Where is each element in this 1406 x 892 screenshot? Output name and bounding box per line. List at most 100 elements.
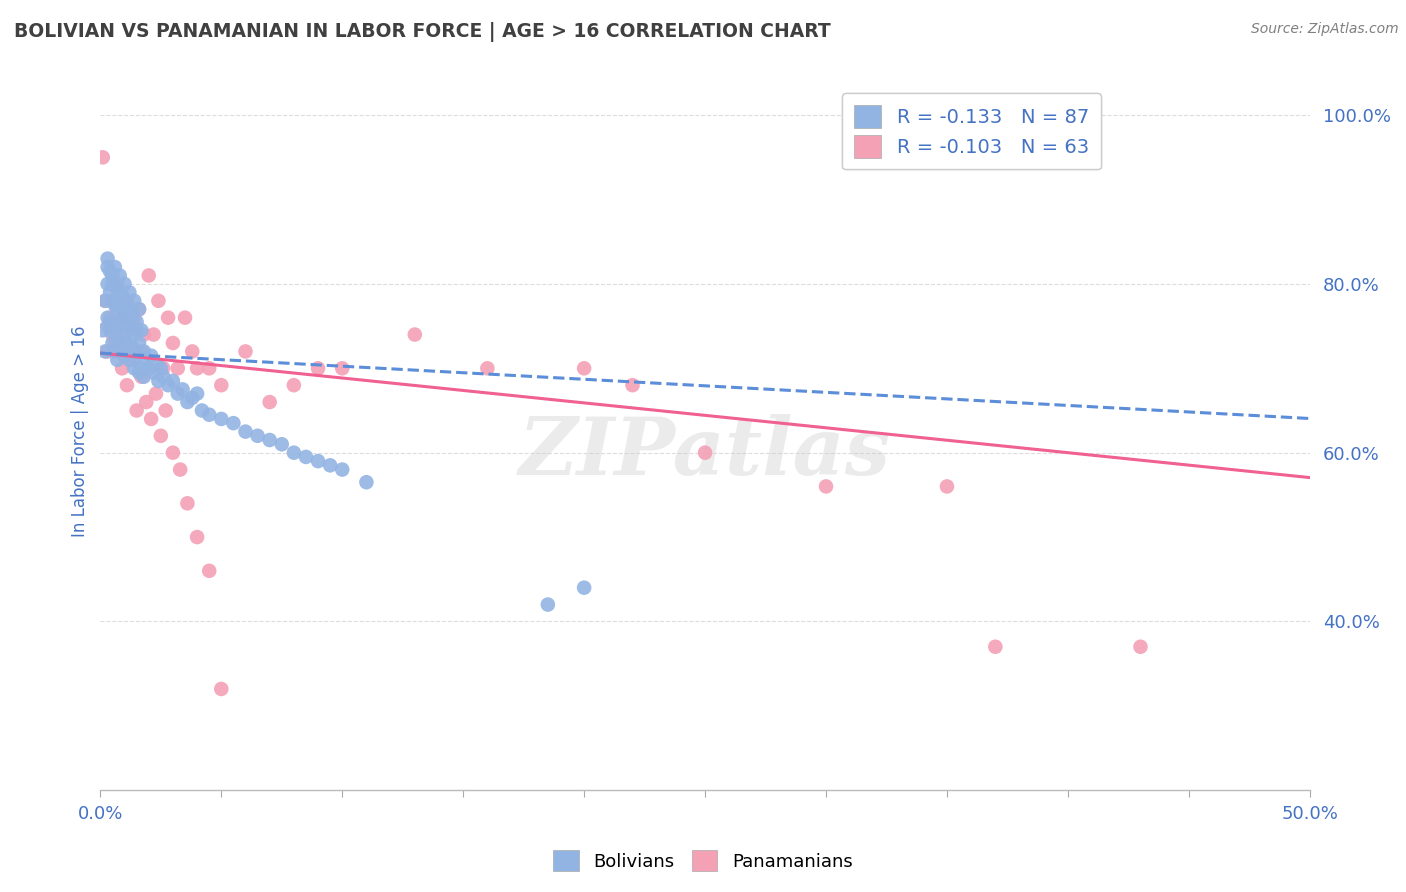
Point <box>141 349 163 363</box>
Point <box>101 319 124 334</box>
Point <box>108 344 131 359</box>
Point <box>270 437 292 451</box>
Y-axis label: In Labor Force | Age > 16: In Labor Force | Age > 16 <box>72 326 89 537</box>
Point <box>1129 640 1152 654</box>
Point <box>138 361 160 376</box>
Point <box>104 336 127 351</box>
Point <box>122 310 145 325</box>
Point <box>142 327 165 342</box>
Point <box>128 302 150 317</box>
Point <box>186 361 208 376</box>
Point <box>111 344 134 359</box>
Point <box>984 640 1007 654</box>
Point <box>94 293 117 308</box>
Point <box>330 361 353 376</box>
Point <box>162 445 184 459</box>
Point <box>174 310 197 325</box>
Point <box>101 327 124 342</box>
Point <box>115 293 138 308</box>
Point <box>621 378 644 392</box>
Point <box>149 429 172 443</box>
Point <box>108 268 131 283</box>
Point <box>111 310 134 325</box>
Point <box>162 374 184 388</box>
Point <box>118 352 141 367</box>
Point <box>104 260 127 274</box>
Point <box>105 327 128 342</box>
Point <box>283 378 305 392</box>
Point <box>145 386 167 401</box>
Point <box>128 366 150 380</box>
Point <box>330 462 353 476</box>
Point <box>97 310 120 325</box>
Point <box>121 315 143 329</box>
Point <box>101 268 124 283</box>
Point <box>128 336 150 351</box>
Point <box>115 298 138 312</box>
Point <box>148 293 170 308</box>
Point <box>145 357 167 371</box>
Text: BOLIVIAN VS PANAMANIAN IN LABOR FORCE | AGE > 16 CORRELATION CHART: BOLIVIAN VS PANAMANIAN IN LABOR FORCE | … <box>14 22 831 42</box>
Point <box>235 344 257 359</box>
Point <box>132 369 155 384</box>
Point <box>98 323 121 337</box>
Point <box>152 369 174 384</box>
Point <box>157 310 180 325</box>
Point <box>131 369 153 384</box>
Point <box>477 361 499 376</box>
Point <box>97 344 120 359</box>
Point <box>105 302 128 317</box>
Point <box>121 352 143 367</box>
Point <box>131 344 153 359</box>
Point <box>118 319 141 334</box>
Point <box>138 268 160 283</box>
Point <box>198 408 221 422</box>
Point <box>162 336 184 351</box>
Point <box>105 281 128 295</box>
Point <box>101 293 124 308</box>
Point <box>97 319 120 334</box>
Point <box>259 433 281 447</box>
Point <box>537 598 560 612</box>
Point <box>135 352 157 367</box>
Point <box>149 361 172 376</box>
Point <box>222 416 245 430</box>
Point <box>121 340 143 354</box>
Point <box>118 285 141 300</box>
Point <box>166 386 188 401</box>
Point <box>191 403 214 417</box>
Point <box>105 277 128 291</box>
Point <box>307 454 329 468</box>
Point <box>115 378 138 392</box>
Point <box>186 386 208 401</box>
Point <box>319 458 342 473</box>
Point <box>572 361 595 376</box>
Point <box>118 319 141 334</box>
Point <box>172 383 194 397</box>
Point <box>114 327 136 342</box>
Point <box>135 395 157 409</box>
Point <box>209 681 232 696</box>
Point <box>97 277 120 291</box>
Point <box>114 277 136 291</box>
Legend: Bolivians, Panamanians: Bolivians, Panamanians <box>546 843 860 879</box>
Legend: R = -0.133   N = 87, R = -0.103   N = 63: R = -0.133 N = 87, R = -0.103 N = 63 <box>842 94 1101 169</box>
Point <box>108 315 131 329</box>
Point <box>125 349 148 363</box>
Point <box>98 315 121 329</box>
Point <box>181 391 204 405</box>
Point <box>98 310 121 325</box>
Point <box>115 310 138 325</box>
Point <box>814 479 837 493</box>
Point <box>98 264 121 278</box>
Point <box>121 306 143 320</box>
Point <box>122 293 145 308</box>
Point <box>209 378 232 392</box>
Point <box>97 260 120 274</box>
Point <box>572 581 595 595</box>
Point <box>111 361 134 376</box>
Point <box>94 344 117 359</box>
Point <box>122 327 145 342</box>
Point <box>114 302 136 317</box>
Point <box>141 412 163 426</box>
